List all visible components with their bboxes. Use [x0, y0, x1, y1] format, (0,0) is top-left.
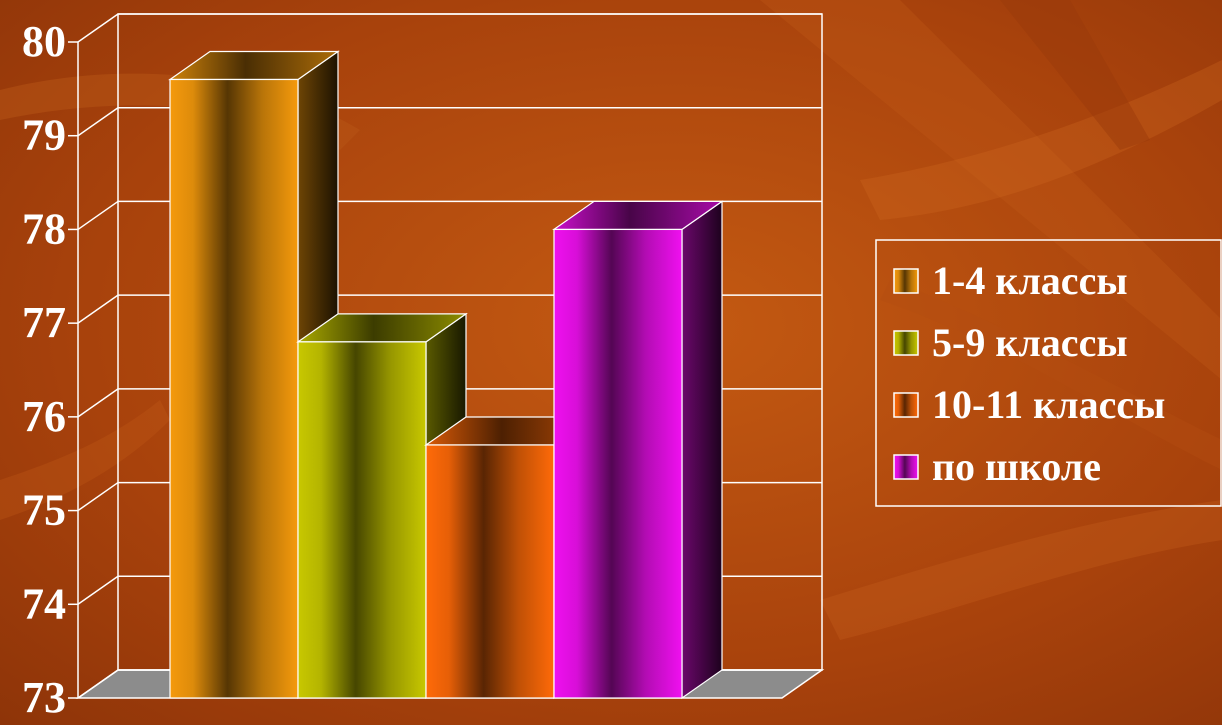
legend-box: [875, 239, 1222, 507]
legend-label: 1-4 классы: [932, 258, 1128, 303]
bar-front-face: [425, 444, 555, 699]
bar-side-face: [681, 200, 723, 700]
legend: 1-4 классы 5-9 классы 10-11 классы по школе: [875, 239, 1222, 507]
side-gridline: [77, 388, 119, 418]
side-gridline: [77, 575, 119, 605]
bar-4: [552, 200, 724, 700]
legend-label: по школе: [932, 444, 1101, 489]
bar-front-face: [169, 78, 299, 699]
y-tick-label: 77: [22, 298, 66, 347]
y-tick-label: 74: [22, 579, 66, 628]
legend-label: 10-11 классы: [932, 382, 1165, 427]
side-gridline: [77, 107, 119, 137]
bar-front-face: [297, 341, 427, 699]
legend-swatch: [893, 392, 919, 418]
legend-swatch: [893, 454, 919, 480]
y-tick-label: 78: [22, 204, 66, 253]
y-axis-ticks: 73 74 75 76 77 78 79 80: [22, 17, 78, 722]
side-gridline: [77, 200, 119, 231]
legend-swatch: [893, 330, 919, 356]
bar-front-face: [553, 228, 683, 699]
side-gridline: [77, 669, 119, 699]
side-gridline: [77, 294, 119, 324]
y-tick-label: 76: [22, 392, 66, 441]
y-tick-label: 80: [22, 17, 66, 66]
y-tick-label: 75: [22, 486, 66, 535]
legend-label: 5-9 классы: [932, 320, 1128, 365]
bars: [168, 50, 724, 700]
legend-swatch: [893, 268, 919, 294]
y-tick-label: 79: [22, 111, 66, 160]
y-tick-label: 73: [22, 673, 66, 722]
side-gridline: [77, 481, 119, 512]
side-gridline: [77, 13, 119, 43]
